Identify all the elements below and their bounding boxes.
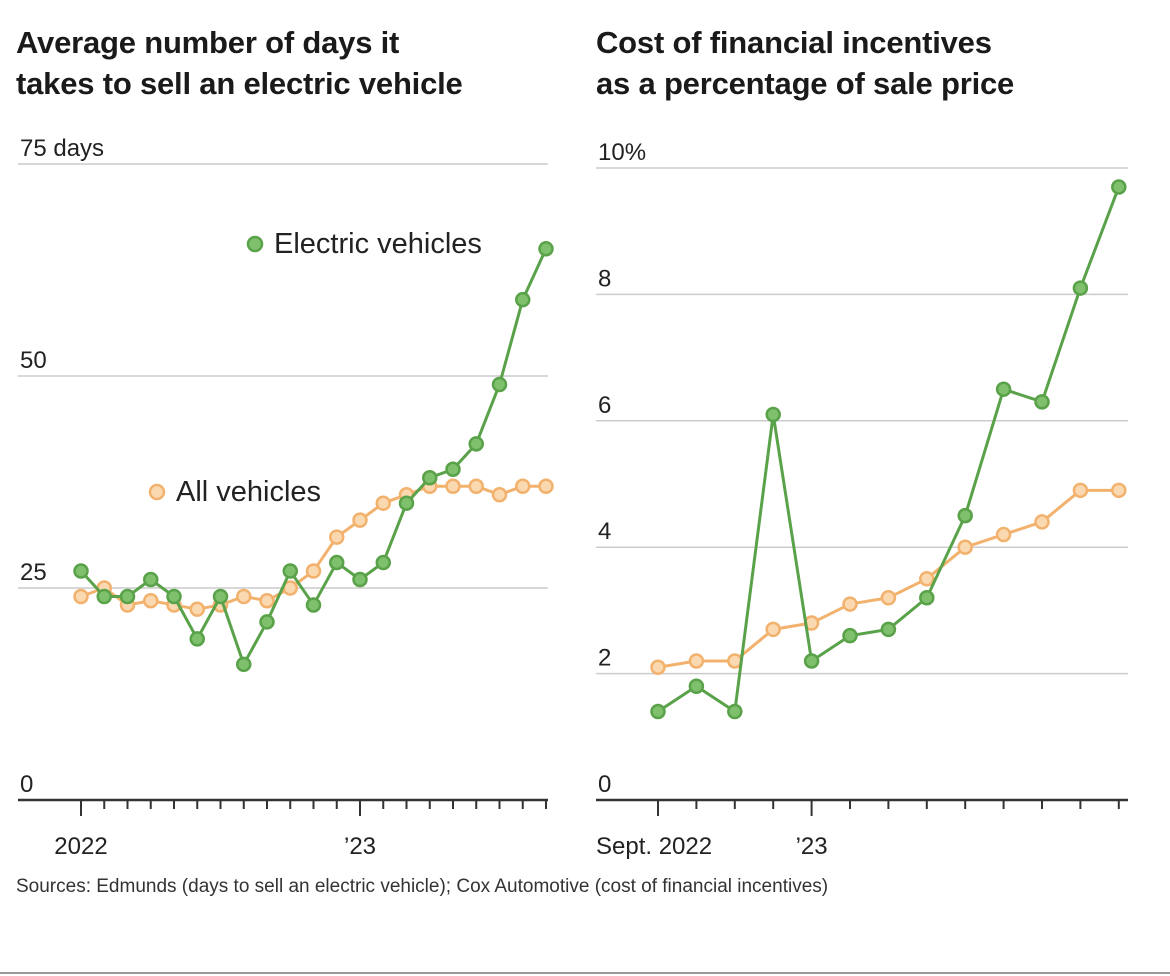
right-all-point [842, 596, 858, 612]
legend-all-marker [148, 483, 166, 501]
left-all-point [189, 601, 205, 617]
right-electric-point [1072, 280, 1089, 296]
left-y-tick-label: 75 days [20, 135, 104, 162]
right-electric-point [650, 703, 666, 720]
right-x-tick-label: ’23 [796, 833, 828, 860]
left-electric-point [143, 571, 159, 588]
right-y-tick-label: 8 [598, 265, 611, 292]
left-all-point [259, 592, 275, 609]
left-all-point [445, 478, 461, 494]
right-electric-point [880, 621, 897, 638]
left-electric-point [305, 597, 322, 613]
right-all-point [765, 621, 781, 638]
right-electric-point [842, 627, 858, 644]
left-electric-point [96, 588, 112, 605]
left-electric-point [119, 588, 136, 605]
left-y-tick-label: 50 [20, 347, 47, 374]
left-chart-title: Average number of days it takes to sell … [16, 22, 463, 104]
left-chart-title-line2: takes to sell an electric vehicle [16, 66, 463, 101]
left-all-point [352, 512, 368, 528]
right-all-point [1072, 482, 1089, 499]
right-all-point [919, 571, 935, 587]
left-all-point [375, 495, 391, 511]
right-all-point [650, 659, 666, 676]
left-x-tick-label: ’23 [344, 833, 376, 860]
right-chart: 10% 8 6 4 2 0 Sept. 2022 ’23 [596, 139, 1128, 860]
left-electric-point [468, 436, 484, 452]
left-y-tick-label: 0 [20, 771, 33, 798]
source-note: Sources: Edmunds (days to sell an electr… [16, 876, 829, 897]
left-all-point [515, 478, 531, 494]
left-all-point [236, 588, 252, 605]
bottom-border [0, 972, 1170, 974]
right-electric-point [1034, 394, 1050, 410]
right-chart-title-line1: Cost of financial incentives [596, 25, 992, 60]
left-all-point [143, 592, 159, 609]
right-electric-point [995, 381, 1012, 397]
right-electric-point [688, 678, 705, 694]
right-y-tick-label: 2 [598, 645, 611, 672]
right-electric-point [803, 653, 820, 669]
left-electric-point [352, 571, 368, 588]
right-chart-title: Cost of financial incentives as a percen… [596, 22, 1014, 104]
left-electric-point [329, 554, 345, 571]
left-electric-point [73, 563, 89, 579]
right-electric-point [919, 590, 935, 606]
left-x-tick-label: 2022 [54, 833, 107, 860]
right-y-tick-label: 10% [598, 139, 646, 166]
left-electric-point [166, 588, 182, 605]
left-electric-point [236, 656, 252, 673]
left-all-point [73, 588, 89, 605]
left-y-tick-label: 25 [20, 559, 47, 586]
left-chart: 75 days 50 25 0 2022 ’23 Electric vehicles All … [18, 135, 554, 860]
right-all-point [688, 653, 705, 669]
legend-electric-label: Electric vehicles [274, 228, 482, 260]
left-electric-point [515, 291, 531, 308]
right-all-line [657, 488, 1119, 669]
right-all-point [995, 526, 1012, 543]
left-electric-point [538, 241, 554, 257]
right-chart-title-line2: as a percentage of sale price [596, 66, 1015, 101]
right-y-tick-label: 0 [598, 771, 611, 798]
right-electric-point [727, 703, 743, 720]
left-all-point [329, 529, 345, 545]
left-all-point [305, 563, 322, 579]
legend-electric-marker [246, 235, 264, 253]
right-all-point [957, 539, 973, 555]
left-electric-point [259, 614, 275, 630]
left-electric-point [398, 495, 415, 511]
left-electric-point [445, 461, 461, 478]
left-all-point [538, 478, 554, 494]
left-all-point [491, 486, 508, 503]
legend-all-label: All vehicles [176, 476, 321, 508]
right-electric-point [765, 406, 781, 423]
right-x-tick-label: Sept. 2022 [596, 833, 712, 860]
left-electric-point [375, 554, 391, 571]
left-all-point [468, 478, 484, 494]
right-electric-point [957, 507, 973, 524]
right-y-tick-label: 4 [598, 518, 611, 545]
left-electric-point [422, 470, 438, 486]
right-all-point [1111, 482, 1127, 499]
left-electric-point [189, 631, 205, 647]
left-electric-point [212, 588, 229, 605]
right-electric-point [1111, 179, 1127, 195]
left-electric-point [282, 563, 298, 579]
left-chart-title-line1: Average number of days it [16, 25, 400, 60]
right-y-tick-label: 6 [598, 392, 611, 419]
right-all-point [1034, 514, 1050, 530]
left-electric-point [491, 376, 508, 393]
right-all-point [880, 590, 897, 606]
